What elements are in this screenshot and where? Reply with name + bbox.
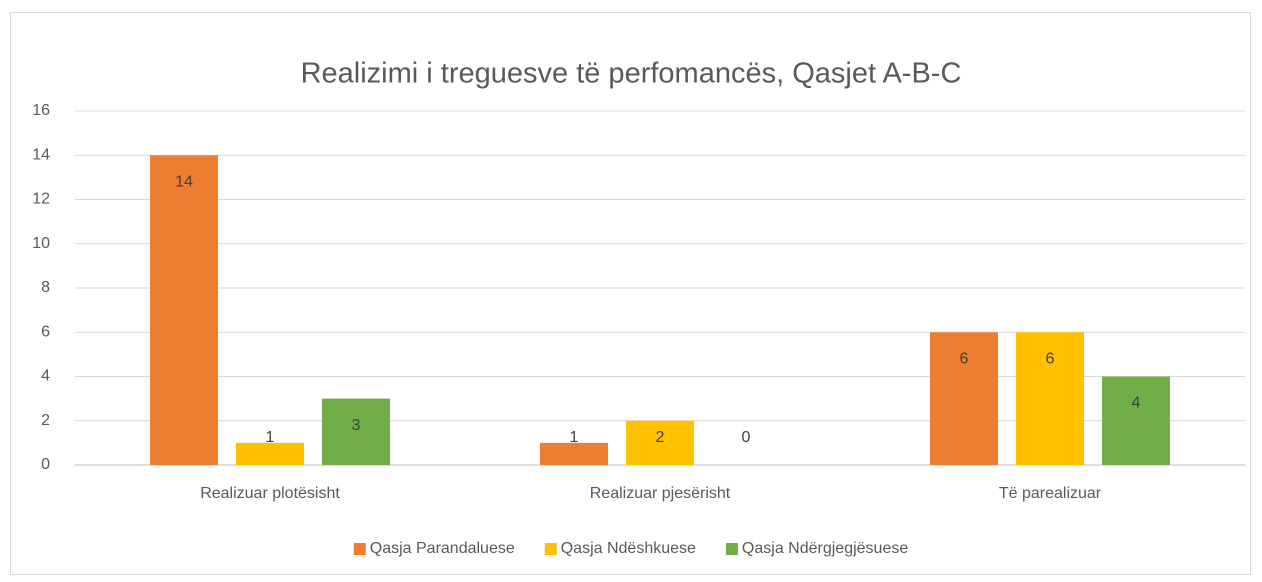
- y-tick-label: 2: [41, 412, 50, 429]
- legend-swatch: [544, 543, 557, 555]
- data-label: 1: [570, 429, 579, 446]
- data-label: 2: [656, 429, 665, 446]
- data-label: 3: [352, 417, 361, 434]
- y-tick-label: 8: [41, 279, 50, 296]
- data-label: 4: [1132, 395, 1141, 412]
- legend-label: Qasja Ndërgjegjësuese: [742, 540, 908, 557]
- chart-title: Realizimi i treguesve të perfomancës, Qa…: [301, 58, 962, 90]
- y-tick-label: 10: [32, 235, 50, 252]
- x-tick-label: Realizuar pjesërisht: [590, 485, 731, 502]
- bar: [626, 420, 694, 465]
- bar: [540, 442, 608, 465]
- x-tick-label: Realizuar plotësisht: [200, 485, 340, 502]
- x-tick-label: Të parealizuar: [999, 485, 1102, 502]
- bar: [1102, 376, 1170, 465]
- legend-swatch: [353, 543, 366, 555]
- data-label: 6: [1046, 350, 1055, 367]
- y-tick-label: 6: [41, 323, 50, 340]
- legend-swatch: [725, 543, 738, 555]
- data-label: 1: [266, 429, 275, 446]
- bar: [930, 332, 998, 465]
- data-label: 6: [960, 350, 969, 367]
- y-tick-label: 4: [41, 368, 50, 385]
- bar: [150, 155, 218, 465]
- y-tick-label: 0: [41, 456, 50, 473]
- y-tick-label: 16: [32, 102, 50, 119]
- bar: [1016, 332, 1084, 465]
- bar: [236, 442, 304, 465]
- legend-label: Qasja Parandaluese: [370, 540, 515, 557]
- data-label: 0: [742, 429, 751, 446]
- data-label: 14: [175, 173, 193, 190]
- y-tick-label: 14: [32, 146, 50, 163]
- bar: [322, 398, 390, 465]
- legend-label: Qasja Ndëshkuese: [561, 540, 696, 557]
- y-tick-label: 12: [32, 191, 50, 208]
